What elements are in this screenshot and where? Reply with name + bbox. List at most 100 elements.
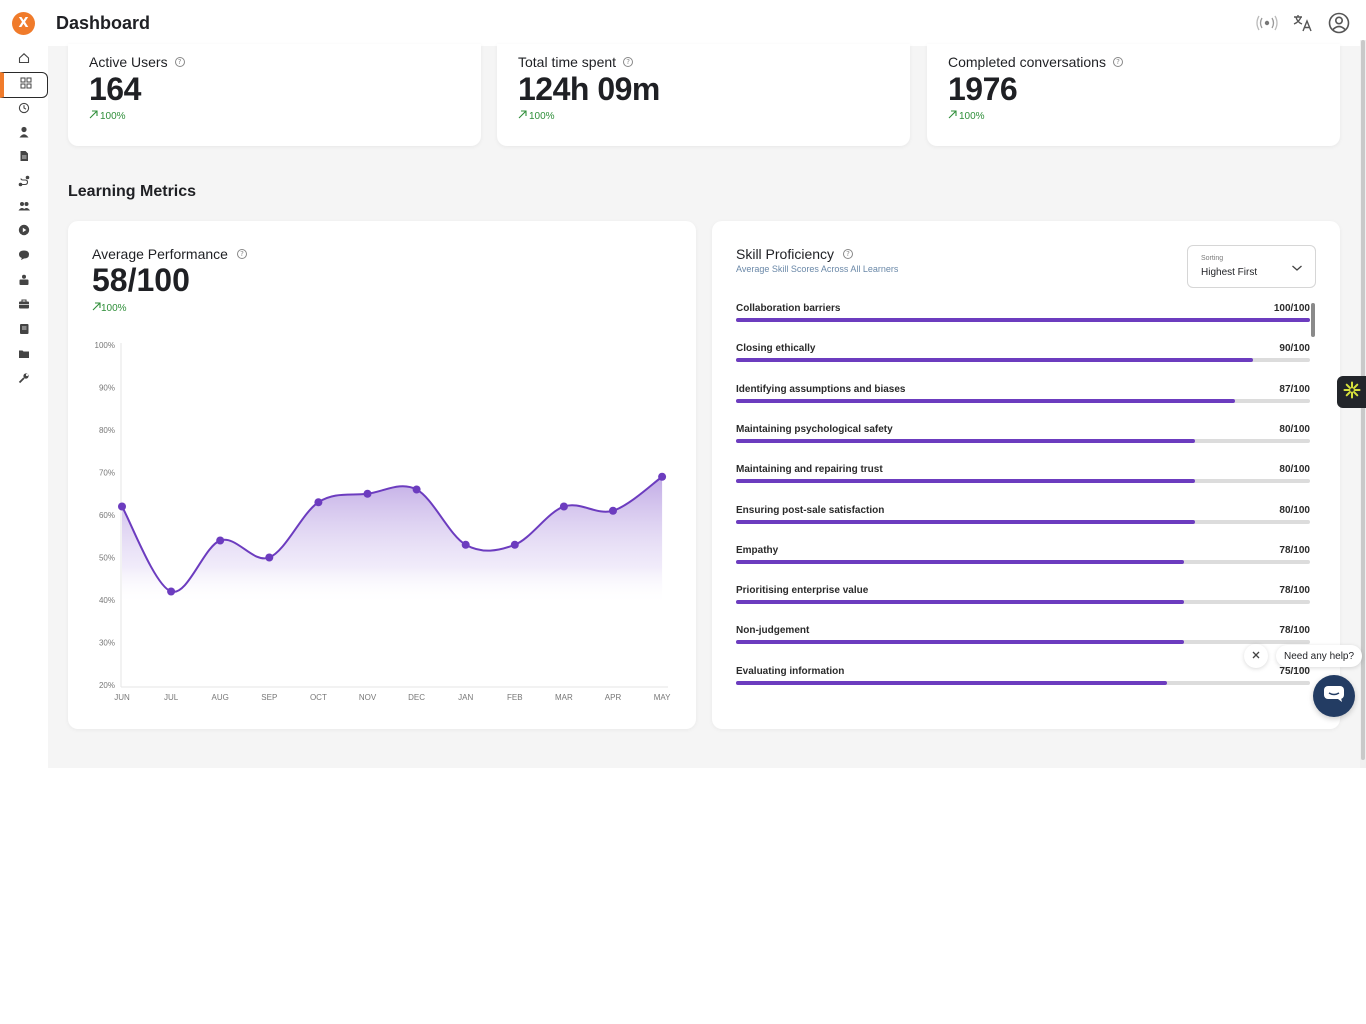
data-point-mar[interactable] [559, 502, 568, 511]
help-icon[interactable]: ? [843, 249, 854, 259]
app-logo[interactable]: X [12, 12, 35, 35]
sidebar-item-history[interactable] [0, 98, 48, 122]
data-point-sep[interactable] [265, 553, 274, 562]
y-tick-label: 40% [99, 596, 115, 605]
data-point-dec[interactable] [412, 485, 421, 494]
help-icon[interactable]: ? [623, 57, 634, 67]
skill-name: Ensuring post-sale satisfaction [736, 504, 885, 516]
skill-bar-fill [736, 519, 1196, 524]
skill-row: Evaluating information 75/100 [736, 664, 1310, 691]
sidebar-item-team[interactable] [0, 196, 48, 220]
data-point-may[interactable] [658, 472, 667, 481]
skill-score: 80/100 [1279, 464, 1310, 476]
sidebar-item-videos[interactable] [0, 220, 48, 244]
sparkle-widget-button[interactable] [1337, 376, 1366, 408]
skill-proficiency-panel: Skill Proficiency? Average Skill Scores … [712, 221, 1340, 729]
help-icon[interactable]: ? [1112, 57, 1123, 67]
x-tick-label: JAN [458, 693, 473, 702]
stat-delta: 100% [100, 110, 126, 122]
data-point-feb[interactable] [510, 540, 519, 549]
skill-bar-fill [736, 318, 1310, 322]
skill-bar-track [736, 519, 1310, 524]
account-icon[interactable] [1328, 12, 1350, 34]
trend-up-icon [89, 110, 98, 122]
help-icon[interactable]: ? [236, 249, 247, 259]
skill-score: 75/100 [1279, 665, 1310, 677]
skill-name: Non-judgement [736, 625, 810, 637]
data-point-apr[interactable] [609, 506, 617, 515]
sidebar-item-library[interactable] [0, 319, 48, 343]
skill-score: 78/100 [1279, 544, 1310, 556]
top-bar: X Dashboard [0, 0, 1366, 46]
data-point-oct[interactable] [314, 498, 323, 507]
data-point-jun[interactable] [118, 502, 126, 511]
skill-bar-track [736, 358, 1310, 363]
skill-score: 80/100 [1279, 423, 1310, 435]
help-icon[interactable]: ? [174, 57, 185, 67]
skill-bar-fill [736, 559, 1184, 564]
main-content: Active Users? 164 100% Total time spent?… [48, 44, 1360, 768]
briefcase-icon [18, 297, 30, 315]
sidebar-item-roles[interactable] [0, 270, 48, 294]
y-tick-label: 90% [99, 384, 115, 393]
sorting-dropdown[interactable]: Sorting Highest First [1187, 245, 1316, 288]
stat-label: Total time spent [518, 54, 617, 70]
folder-icon [18, 347, 30, 365]
skill-score: 90/100 [1279, 343, 1310, 355]
sidebar-item-conversations[interactable] [0, 245, 48, 269]
data-point-nov[interactable] [363, 489, 372, 498]
stat-card-time-spent: Total time spent? 124h 09m 100% [497, 44, 910, 146]
x-tick-label: JUL [164, 693, 179, 702]
data-point-jul[interactable] [167, 587, 176, 596]
home-icon [18, 51, 30, 69]
skill-bar-fill [736, 479, 1196, 484]
skill-bar-track [736, 398, 1310, 403]
skill-list[interactable]: Collaboration barriers 100/100 Closing eth… [736, 301, 1310, 691]
sidebar-item-pathways[interactable] [0, 171, 48, 195]
performance-area [122, 476, 663, 605]
performance-value: 58/100 [92, 262, 190, 298]
translate-icon[interactable] [1292, 12, 1314, 34]
data-point-aug[interactable] [216, 536, 225, 545]
y-tick-label: 20% [99, 681, 115, 690]
help-bubble[interactable]: Need any help? [1276, 645, 1363, 667]
close-help-button[interactable] [1244, 644, 1268, 668]
y-tick-label: 30% [99, 639, 115, 648]
skill-name: Maintaining psychological safety [736, 423, 893, 435]
stat-delta: 100% [529, 110, 555, 122]
chat-launcher-button[interactable] [1313, 675, 1355, 717]
sidebar-item-dashboard[interactable] [0, 72, 48, 98]
sparkle-icon [1343, 381, 1361, 404]
x-tick-label: JUN [114, 693, 130, 702]
sidebar-item-scenarios[interactable] [0, 294, 48, 318]
stat-label: Active Users [89, 54, 168, 70]
y-tick-label: 100% [95, 341, 115, 350]
sidebar-item-home[interactable] [0, 48, 48, 72]
broadcast-icon[interactable] [1256, 12, 1278, 34]
sidebar-item-files[interactable] [0, 344, 48, 368]
x-tick-label: FEB [507, 693, 523, 702]
book-icon [18, 322, 30, 340]
sidebar-item-documents[interactable] [0, 146, 48, 170]
x-tick-label: SEP [261, 693, 277, 702]
performance-delta: 100% [101, 303, 127, 314]
skill-bar-track [736, 640, 1310, 645]
y-tick-label: 50% [99, 554, 115, 563]
performance-label: Average Performance [92, 246, 228, 262]
skill-bar-fill [736, 358, 1253, 363]
sidebar-item-user[interactable] [0, 122, 48, 146]
data-point-jan[interactable] [461, 540, 470, 549]
skill-list-scrollbar[interactable] [1311, 303, 1315, 337]
skill-bar-track [736, 318, 1310, 322]
skill-row: Ensuring post-sale satisfaction 80/100 [736, 503, 1310, 533]
skill-row: Identifying assumptions and biases 87/100 [736, 382, 1310, 412]
skill-name: Collaboration barriers [736, 303, 841, 314]
skill-bar-track [736, 600, 1310, 605]
stat-value: 124h 09m [518, 71, 660, 107]
skill-score: 78/100 [1279, 585, 1310, 597]
skill-row: Maintaining and repairing trust 80/100 [736, 462, 1310, 492]
skill-bar-track [736, 559, 1310, 564]
sidebar-item-settings[interactable] [0, 368, 48, 392]
close-icon [1251, 647, 1261, 665]
history-icon [18, 101, 30, 119]
